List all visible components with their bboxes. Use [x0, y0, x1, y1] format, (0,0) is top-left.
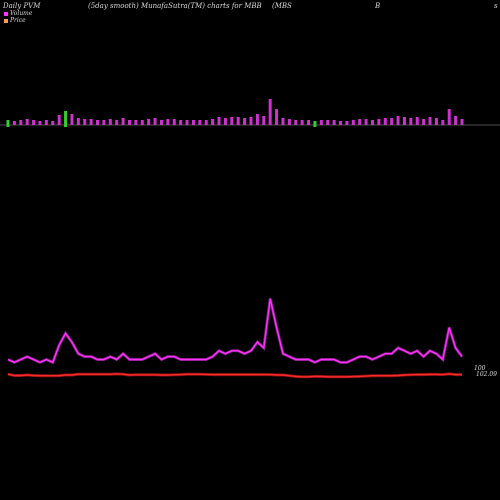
- volume-bar: [223, 118, 227, 125]
- header-subtitle: (5day smooth) MunafaSutra(TM) charts for…: [88, 2, 262, 10]
- volume-bar: [70, 114, 74, 125]
- volume-bar: [44, 120, 48, 125]
- volume-bar: [396, 116, 400, 125]
- volume-bar: [64, 111, 68, 125]
- volume-bar: [12, 121, 16, 125]
- volume-bar: [185, 120, 189, 125]
- volume-bar: [434, 118, 438, 125]
- volume-bar: [236, 117, 240, 125]
- volume-bar: [287, 119, 291, 125]
- volume-bar: [179, 120, 183, 125]
- volume-bar: [243, 118, 247, 125]
- volume-line: [7, 298, 463, 364]
- volume-bar: [127, 120, 131, 125]
- header-edge: s: [494, 2, 498, 10]
- volume-bar: [364, 119, 368, 125]
- volume-bar: [460, 119, 464, 125]
- volume-bar: [121, 118, 125, 125]
- volume-bar: [370, 120, 374, 125]
- volume-bar: [76, 118, 80, 125]
- volume-bar: [441, 120, 445, 125]
- volume-bar: [447, 109, 451, 125]
- volume-bar: [38, 121, 42, 125]
- volume-bar: [262, 116, 266, 125]
- volume-bar: [326, 120, 330, 125]
- volume-bar: [115, 120, 119, 125]
- volume-bar-down-marker: [313, 125, 317, 127]
- volume-bar: [51, 121, 55, 125]
- volume-bar: [390, 118, 394, 125]
- volume-bar: [300, 120, 304, 125]
- volume-bar: [402, 117, 406, 125]
- volume-bar: [377, 119, 381, 125]
- legend-volume-label: Volume: [10, 10, 33, 17]
- volume-bar: [159, 120, 163, 125]
- volume-bar: [108, 119, 112, 125]
- header-title: Daily PVM: [3, 2, 41, 10]
- volume-bar: [249, 117, 253, 125]
- volume-bar: [211, 119, 215, 125]
- volume-value-label: 100: [474, 365, 486, 372]
- volume-bar: [281, 118, 285, 125]
- volume-bar: [255, 114, 259, 125]
- volume-bar: [422, 119, 426, 125]
- volume-bar: [89, 119, 93, 125]
- volume-bar: [428, 117, 432, 125]
- volume-bar: [454, 116, 458, 125]
- volume-bar: [217, 117, 221, 125]
- volume-bar: [134, 120, 138, 125]
- volume-bar: [32, 120, 36, 125]
- volume-bar-down-marker: [6, 125, 10, 127]
- volume-bar: [332, 120, 336, 125]
- legend-volume-swatch: [4, 11, 8, 16]
- volume-bar: [307, 120, 311, 125]
- legend-price-label: Price: [10, 17, 26, 24]
- price-line: [7, 373, 462, 378]
- volume-bar: [345, 121, 349, 125]
- volume-bar: [96, 120, 100, 125]
- volume-bar: [294, 120, 298, 125]
- volume-bar: [140, 120, 144, 125]
- volume-bar: [102, 120, 106, 125]
- volume-bar: [230, 117, 234, 125]
- volume-bar: [147, 119, 151, 125]
- legend-price: Price: [4, 17, 26, 24]
- volume-bar: [25, 119, 29, 125]
- volume-bar: [319, 120, 323, 125]
- volume-bar: [83, 119, 87, 125]
- volume-bar: [6, 120, 10, 125]
- legend-volume: Volume: [4, 10, 32, 17]
- volume-bar: [153, 118, 157, 125]
- volume-line-shadow: [7, 298, 464, 365]
- volume-bar: [172, 119, 176, 125]
- volume-bar: [313, 121, 317, 125]
- volume-bar: [198, 120, 202, 125]
- legend-price-swatch: [4, 18, 8, 23]
- volume-bar-down-marker: [64, 125, 68, 127]
- volume-bar: [383, 118, 387, 125]
- volume-bar: [268, 99, 272, 125]
- volume-bar: [415, 117, 419, 125]
- volume-bar: [351, 120, 355, 125]
- volume-bar: [275, 109, 279, 125]
- header-extra: B: [375, 2, 381, 10]
- price-value-label: 102.09: [476, 371, 497, 378]
- header-symbol: (MBS: [272, 2, 292, 10]
- volume-bar: [358, 119, 362, 125]
- volume-bar: [339, 121, 343, 125]
- volume-bar: [57, 115, 61, 125]
- volume-bar: [166, 119, 170, 125]
- volume-bar: [204, 120, 208, 125]
- volume-bar: [19, 120, 23, 125]
- volume-bar: [409, 118, 413, 125]
- volume-bar: [191, 120, 195, 125]
